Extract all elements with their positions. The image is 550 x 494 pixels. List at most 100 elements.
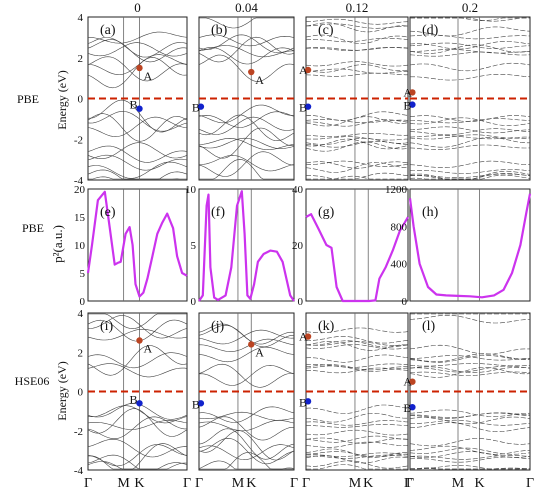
band-line: [87, 443, 188, 470]
p2-curve: [198, 190, 295, 302]
band-line: [87, 352, 188, 369]
p2-curve: [408, 193, 532, 299]
band-line: [305, 141, 409, 152]
band-line: [198, 34, 295, 47]
band-line: [305, 161, 409, 169]
band-line: [410, 355, 531, 361]
band-line: [409, 419, 531, 426]
column-header: 0.2: [462, 0, 478, 15]
band-line: [87, 56, 188, 82]
band-line: [409, 62, 531, 72]
point-A-label: A: [143, 69, 152, 83]
band-line: [87, 42, 188, 57]
band-line: [305, 133, 409, 137]
band-line: [409, 353, 531, 362]
x-tick-label: K: [134, 476, 144, 491]
band-line: [306, 367, 409, 374]
y-tick-label: 4: [78, 308, 84, 320]
y-tick-label: 20: [292, 240, 304, 252]
band-line: [410, 49, 531, 54]
y-tick-label: 0: [78, 94, 84, 106]
band-line: [305, 138, 409, 145]
band-line: [305, 454, 409, 459]
y-tick-label: 20: [74, 184, 86, 196]
band-line: [198, 420, 295, 432]
point-A-marker: [136, 64, 143, 72]
band-line: [305, 47, 409, 51]
panel-label: (a): [100, 23, 116, 38]
band-line: [409, 438, 531, 447]
panel-frame: [87, 188, 188, 302]
column-header: 0.12: [346, 0, 369, 15]
band-line: [409, 355, 531, 363]
band-line: [409, 445, 531, 455]
band-line: [305, 160, 409, 167]
panel-label: (b): [211, 23, 228, 38]
panel-label: (c): [318, 23, 334, 38]
band-line: [305, 365, 408, 372]
point-A-label: A: [299, 330, 308, 344]
band-line: [305, 327, 409, 334]
band-line: [305, 18, 409, 25]
point-A-marker: [304, 333, 312, 340]
point-B-label: B: [299, 101, 307, 115]
band-line: [305, 363, 409, 368]
y-tick-label: 0: [402, 296, 408, 308]
point-B-marker: [136, 105, 143, 112]
band-line: [305, 68, 408, 74]
point-A-label: A: [403, 85, 412, 99]
panel-label: (j): [211, 319, 225, 334]
band-line: [305, 448, 409, 458]
band-line: [198, 154, 295, 172]
panel-label: (i): [100, 319, 114, 334]
point-B-label: B: [403, 401, 411, 415]
x-tick-label: M: [117, 476, 130, 491]
band-line: [198, 363, 295, 388]
band-line: [409, 135, 530, 140]
band-line: [87, 31, 188, 44]
x-tick-label: K: [475, 476, 485, 491]
x-tick-label: Γ: [195, 476, 203, 491]
band-line: [409, 456, 531, 463]
band-line: [305, 413, 408, 423]
band-line: [409, 137, 530, 148]
band-line: [305, 61, 409, 67]
band-line: [199, 338, 295, 352]
band-line: [305, 441, 409, 448]
point-A-marker: [248, 68, 255, 76]
panel-label: (e): [100, 205, 116, 220]
y-tick-label: 0: [191, 296, 197, 308]
band-line: [305, 455, 409, 464]
band-line: [305, 429, 409, 436]
band-line: [305, 22, 409, 33]
band-line: [409, 412, 531, 419]
band-line: [198, 411, 295, 421]
band-line: [410, 422, 531, 433]
band-line: [306, 464, 408, 470]
band-line: [410, 17, 530, 22]
band-line: [410, 17, 530, 22]
band-line: [87, 57, 188, 89]
band-line: [305, 460, 409, 469]
band-line: [306, 424, 409, 428]
band-line: [409, 134, 531, 140]
p2-y-axis-label: p²(a.u.): [50, 225, 65, 263]
y-tick-label: 10: [185, 184, 197, 196]
y-tick-label: -4: [74, 175, 84, 187]
band-line: [409, 363, 531, 367]
point-B-marker: [409, 101, 416, 108]
band-line: [198, 428, 295, 460]
band-line: [198, 346, 295, 363]
band-line: [198, 104, 295, 124]
y-tick-label: 5: [191, 240, 197, 252]
band-lines: [87, 17, 531, 470]
band-line: [87, 345, 188, 376]
band-line: [409, 117, 531, 127]
band-line: [305, 119, 409, 123]
point-B-label: B: [192, 101, 200, 115]
y-tick-label: 2: [78, 347, 84, 359]
band-line: [409, 26, 531, 37]
band-line: [409, 365, 531, 373]
point-B-marker: [136, 400, 143, 407]
